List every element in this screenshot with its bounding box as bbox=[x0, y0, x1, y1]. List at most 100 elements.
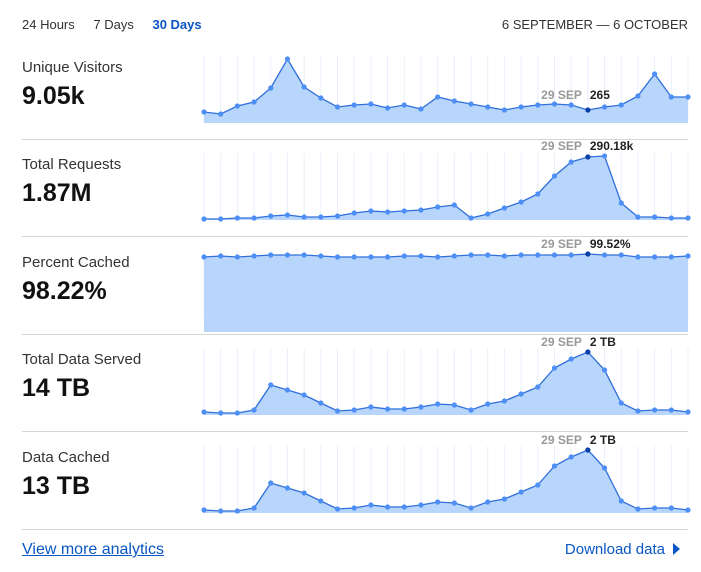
data-point bbox=[218, 111, 224, 117]
data-point bbox=[268, 480, 274, 486]
metric-row-unique-visitors: Unique Visitors 9.05k 29 SEP 265 bbox=[22, 42, 691, 140]
tooltip-value: 290.18k bbox=[590, 139, 634, 153]
highlight-point bbox=[585, 447, 591, 453]
data-point bbox=[334, 506, 341, 512]
data-point bbox=[601, 465, 608, 471]
metric-row-data-cached: Data Cached 13 TB 29 SEP 2 TB bbox=[22, 432, 691, 530]
data-point bbox=[218, 508, 224, 514]
data-point bbox=[668, 407, 674, 413]
data-point bbox=[334, 213, 341, 219]
metric-total: 13 TB bbox=[22, 472, 91, 500]
sparkline-chart[interactable]: 29 SEP 265 bbox=[200, 42, 691, 139]
sparkline-chart[interactable]: 29 SEP 2 TB bbox=[200, 334, 691, 431]
data-point bbox=[435, 401, 441, 407]
data-point bbox=[384, 254, 391, 260]
data-point bbox=[601, 104, 608, 110]
footer: View more analytics Download data bbox=[22, 541, 688, 559]
data-point bbox=[485, 211, 491, 217]
tooltip-date: 29 SEP bbox=[541, 139, 582, 153]
data-point bbox=[401, 208, 407, 214]
area-fill bbox=[204, 450, 688, 513]
data-point bbox=[635, 254, 641, 260]
data-point bbox=[234, 410, 240, 416]
metric-total: 14 TB bbox=[22, 374, 91, 402]
data-point bbox=[568, 454, 574, 460]
data-point bbox=[535, 252, 541, 258]
data-point bbox=[652, 71, 658, 77]
tooltip-value: 2 TB bbox=[590, 433, 616, 447]
data-point bbox=[318, 498, 324, 504]
data-point bbox=[618, 252, 624, 258]
data-point bbox=[318, 400, 324, 406]
data-point bbox=[318, 253, 324, 259]
sparkline-chart[interactable]: 29 SEP 99.52% bbox=[200, 237, 691, 334]
series-line bbox=[203, 253, 689, 258]
data-point bbox=[685, 253, 691, 259]
date-range: 6 SEPTEMBER — 6 OCTOBER bbox=[501, 17, 688, 32]
data-point bbox=[668, 505, 674, 511]
data-point bbox=[485, 499, 491, 505]
data-point bbox=[268, 252, 274, 258]
data-point bbox=[568, 356, 574, 362]
data-point bbox=[301, 392, 307, 398]
data-point bbox=[334, 104, 341, 110]
view-more-analytics-link[interactable]: View more analytics bbox=[22, 541, 164, 558]
data-point bbox=[301, 252, 307, 258]
data-point bbox=[501, 205, 508, 211]
metric-label: Total Requests bbox=[22, 156, 122, 173]
data-point bbox=[668, 254, 674, 260]
data-point bbox=[535, 482, 541, 488]
data-point bbox=[318, 95, 324, 101]
highlight-point bbox=[585, 107, 591, 113]
sparkline-chart[interactable]: 29 SEP 2 TB bbox=[200, 432, 691, 529]
data-point bbox=[201, 216, 207, 222]
data-point bbox=[284, 212, 291, 218]
data-point bbox=[435, 254, 441, 260]
data-point bbox=[635, 93, 641, 99]
data-point bbox=[518, 391, 524, 397]
data-point bbox=[468, 505, 474, 511]
data-point bbox=[551, 252, 558, 258]
data-point bbox=[551, 173, 558, 179]
data-point bbox=[418, 404, 424, 410]
tooltip-date: 29 SEP bbox=[541, 433, 582, 447]
sparkline-chart[interactable]: 29 SEP 290.18k bbox=[200, 139, 691, 236]
metric-label: Unique Visitors bbox=[22, 59, 123, 76]
data-point bbox=[284, 252, 291, 258]
data-point bbox=[451, 98, 457, 104]
data-point bbox=[568, 252, 574, 258]
data-point bbox=[384, 105, 391, 111]
tooltip-date: 29 SEP bbox=[541, 237, 582, 251]
data-point bbox=[485, 252, 491, 258]
data-point bbox=[451, 500, 457, 506]
data-point bbox=[401, 504, 407, 510]
series-line bbox=[204, 155, 688, 220]
highlight-point bbox=[585, 251, 591, 257]
series-line bbox=[203, 57, 688, 115]
download-data-button[interactable]: Download data bbox=[565, 541, 680, 558]
data-point bbox=[418, 502, 424, 508]
data-point bbox=[652, 214, 658, 220]
data-point bbox=[301, 490, 307, 496]
tab-30-days[interactable]: 30 Days bbox=[152, 17, 202, 32]
data-point bbox=[251, 407, 257, 413]
data-point bbox=[451, 253, 457, 259]
data-point bbox=[685, 409, 691, 415]
data-point bbox=[685, 507, 691, 513]
metric-total: 98.22% bbox=[22, 277, 107, 305]
data-point bbox=[618, 400, 624, 406]
tab-7-days[interactable]: 7 Days bbox=[93, 17, 134, 32]
data-point bbox=[618, 498, 624, 504]
data-point bbox=[418, 253, 424, 259]
data-point bbox=[518, 104, 524, 110]
data-point bbox=[384, 209, 391, 215]
data-point bbox=[218, 253, 224, 259]
tab-24-hours[interactable]: 24 Hours bbox=[22, 17, 75, 32]
data-point bbox=[468, 215, 474, 221]
data-point bbox=[451, 202, 457, 208]
data-point bbox=[368, 101, 374, 107]
data-point bbox=[201, 109, 207, 115]
data-point bbox=[351, 254, 357, 260]
data-point bbox=[435, 204, 441, 210]
data-point bbox=[284, 387, 291, 393]
